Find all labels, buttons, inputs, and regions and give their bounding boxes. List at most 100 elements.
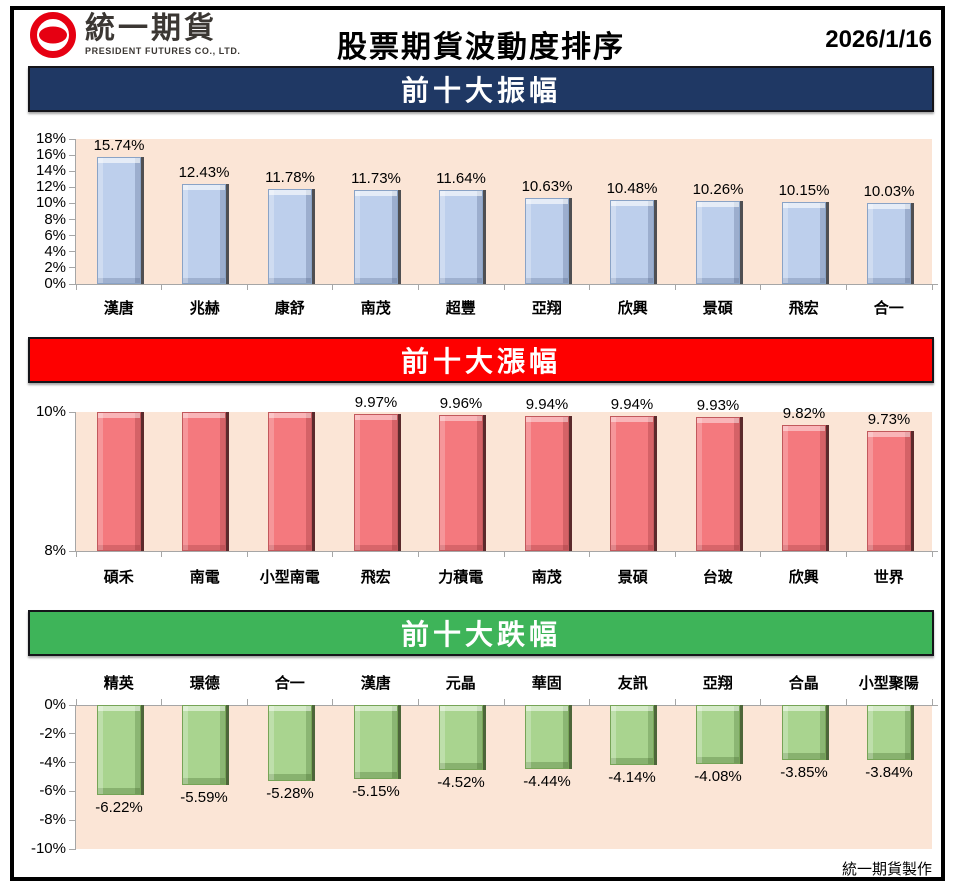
x-axis-tick: [931, 699, 933, 705]
category-label: 力積電: [438, 569, 484, 586]
bar-value-label: -3.85%: [780, 764, 828, 781]
x-axis-tick: [845, 551, 847, 557]
y-axis-tick-label: 0%: [44, 275, 66, 292]
section-banner-gainers: 前十大漲幅: [28, 337, 934, 383]
bar-value-label: 10.15%: [778, 182, 830, 199]
y-axis-tick-label: 2%: [44, 258, 66, 276]
y-axis-tick: [69, 202, 76, 204]
bar: [782, 202, 826, 284]
bar-value-label: 9.73%: [867, 411, 911, 428]
y-axis-tick: [69, 819, 76, 821]
x-axis-tick: [845, 699, 847, 705]
category-label: 欣興: [617, 300, 648, 317]
section-banner-amplitude: 前十大振幅: [28, 66, 934, 112]
y-axis-tick-label: 12%: [35, 178, 66, 196]
bar: [439, 415, 483, 551]
y-axis-line: [75, 412, 76, 551]
bar: [867, 705, 911, 760]
bar: [182, 412, 226, 551]
category-label: 碩禾: [103, 569, 134, 586]
bar-value-label: -5.28%: [266, 785, 314, 802]
x-axis-tick: [332, 284, 334, 290]
x-axis-tick: [246, 551, 248, 557]
category-label: 景碩: [702, 300, 733, 317]
bar-value-label: 10.63%: [521, 178, 573, 195]
bar-value-label: 11.64%: [436, 170, 486, 187]
bar-value-label: 10.48%: [606, 180, 658, 197]
x-axis-tick: [589, 699, 591, 705]
x-axis-tick: [75, 699, 77, 705]
x-axis-tick: [332, 699, 334, 705]
bar: [354, 705, 398, 779]
category-label: 兆赫: [189, 300, 220, 317]
x-axis-tick: [589, 551, 591, 557]
bar: [354, 190, 398, 284]
y-axis-tick-label: 6%: [44, 226, 66, 244]
bar: [182, 184, 226, 284]
category-label: 南茂: [360, 300, 391, 317]
x-axis-tick: [161, 284, 163, 290]
y-axis-line: [75, 705, 76, 849]
x-axis-tick: [417, 284, 419, 290]
bar-value-label: 11.78%: [265, 169, 315, 186]
bar: [610, 416, 654, 551]
y-axis-tick-label: 18%: [35, 130, 66, 147]
category-label: 漢唐: [360, 675, 391, 692]
y-axis-tick-label: 8%: [44, 542, 66, 559]
category-label: 台玻: [702, 569, 733, 586]
x-axis-tick: [674, 699, 676, 705]
y-axis-tick-label: -10%: [30, 840, 66, 857]
y-axis-tick: [69, 186, 76, 188]
bar-value-label: 12.43%: [178, 164, 230, 181]
y-axis-tick-label: -2%: [39, 724, 66, 742]
bar-value-label: 9.93%: [696, 397, 740, 414]
y-axis-tick: [69, 790, 76, 792]
bar: [525, 705, 569, 769]
bar-value-label: 15.74%: [93, 137, 145, 154]
category-label: 超豐: [445, 300, 476, 317]
bar: [97, 412, 141, 551]
y-axis-tick-label: 10%: [35, 403, 66, 420]
bar-value-label: 9.97%: [354, 394, 398, 411]
x-axis-tick: [332, 551, 334, 557]
bar: [610, 705, 654, 765]
bar-value-label: -4.14%: [608, 769, 656, 786]
category-label: 小型聚陽: [858, 675, 919, 692]
y-axis-tick: [69, 138, 76, 140]
x-axis-tick: [503, 551, 505, 557]
category-label: 元晶: [445, 675, 476, 692]
x-axis-tick: [161, 699, 163, 705]
logo-lens-shape: [39, 26, 67, 44]
bar: [696, 705, 740, 764]
y-axis-line: [75, 139, 76, 284]
y-axis-tick-label: -4%: [39, 753, 66, 771]
x-axis-line: [69, 704, 938, 706]
bar-value-label: 9.94%: [525, 396, 569, 413]
category-label: 亞翔: [702, 675, 733, 692]
x-axis-tick: [931, 284, 933, 290]
bar: [268, 412, 312, 551]
x-axis-tick: [503, 699, 505, 705]
bar-value-label: 9.82%: [782, 405, 826, 422]
bar-value-label: -4.08%: [694, 768, 742, 785]
y-axis-tick: [69, 170, 76, 172]
category-label: 景碩: [617, 569, 648, 586]
x-axis-tick: [75, 284, 77, 290]
bar: [439, 190, 483, 284]
y-axis-tick: [69, 762, 76, 764]
bar: [696, 201, 740, 284]
category-label: 合一: [873, 300, 904, 317]
bar-value-label: -5.59%: [180, 789, 228, 806]
category-label: 華固: [531, 675, 562, 692]
y-axis-tick-label: 0%: [44, 696, 66, 713]
bar-value-label: -3.84%: [865, 764, 913, 781]
bar: [268, 189, 312, 284]
bar: [439, 705, 483, 770]
bar-value-label: -6.22%: [95, 799, 143, 816]
company-logo: 統一期貨 PRESIDENT FUTURES CO., LTD.: [30, 12, 241, 58]
bar-value-label: 9.96%: [439, 395, 483, 412]
bar-value-label: 9.94%: [610, 396, 654, 413]
report-date: 2026/1/16: [825, 26, 932, 53]
bar-value-label: 11.73%: [351, 170, 401, 187]
